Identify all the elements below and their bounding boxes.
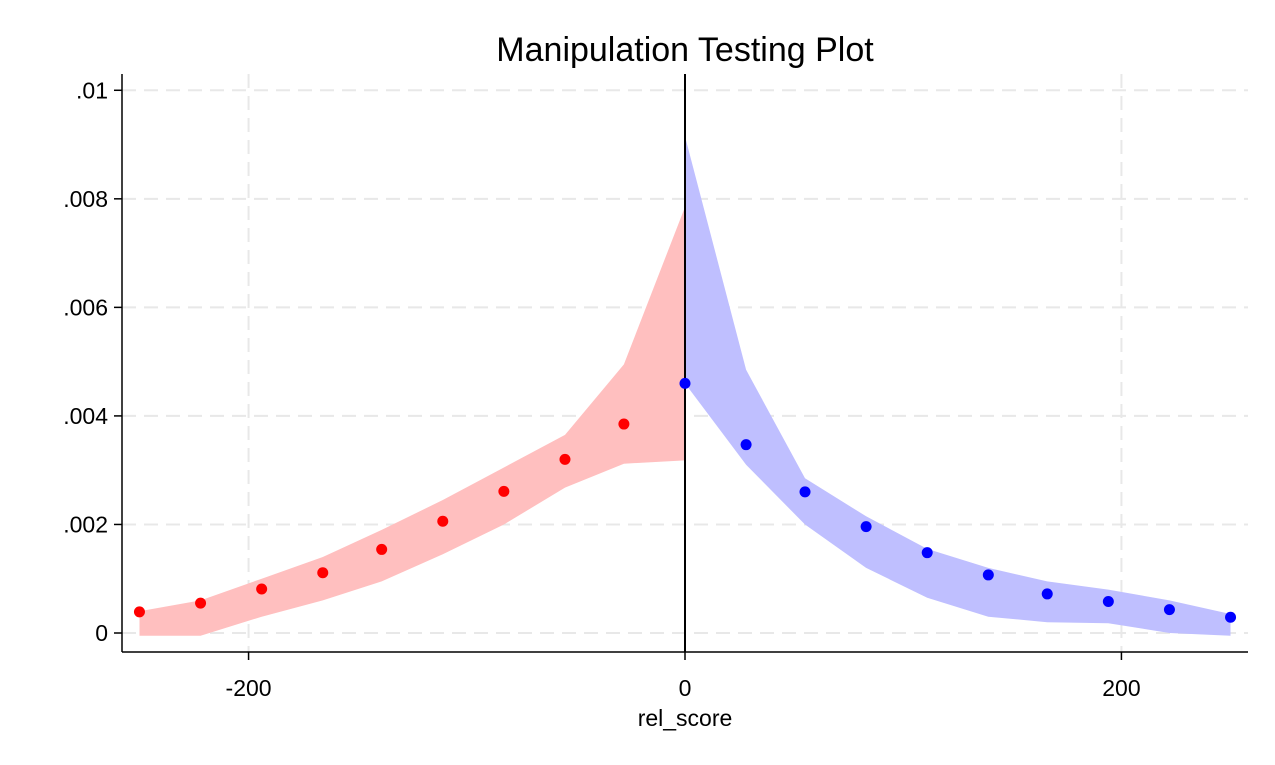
y-tick-label: .01 (76, 77, 108, 103)
confidence-bands (139, 136, 1231, 636)
x-tick-label: 0 (679, 675, 692, 701)
right-density-point (860, 521, 872, 533)
left-confidence-band (139, 207, 685, 636)
chart-title: Manipulation Testing Plot (496, 31, 874, 69)
y-tick-label: .006 (63, 294, 108, 320)
right-density-point (982, 569, 994, 581)
left-density-point (437, 515, 449, 527)
right-density-point (799, 486, 811, 498)
y-tick-label: .008 (63, 186, 108, 212)
y-tick-label: 0 (95, 620, 108, 646)
right-confidence-band (685, 136, 1231, 636)
x-axis-label: rel_score (638, 705, 733, 731)
right-density-point (921, 547, 933, 559)
left-density-point (317, 567, 329, 579)
right-density-point (1102, 596, 1114, 608)
x-tick-label: -200 (226, 675, 272, 701)
x-tick-label: 200 (1102, 675, 1140, 701)
right-density-point (1163, 604, 1175, 616)
left-density-point (498, 485, 510, 497)
right-density-point (1225, 611, 1237, 623)
left-density-point (133, 606, 145, 618)
y-tick-label: .004 (63, 403, 108, 429)
axes (114, 74, 1248, 660)
left-density-point (376, 543, 388, 555)
right-density-point (679, 377, 691, 389)
tick-labels: 0 .002 .004 .006 .008 .01 -200 0 200 (63, 77, 1140, 701)
left-density-point (195, 597, 207, 609)
y-tick-label: .002 (63, 511, 108, 537)
density-points (133, 377, 1237, 623)
left-density-point (559, 453, 571, 465)
left-density-point (618, 418, 630, 430)
right-density-point (740, 439, 752, 451)
left-density-point (256, 583, 268, 595)
right-density-point (1041, 588, 1053, 600)
